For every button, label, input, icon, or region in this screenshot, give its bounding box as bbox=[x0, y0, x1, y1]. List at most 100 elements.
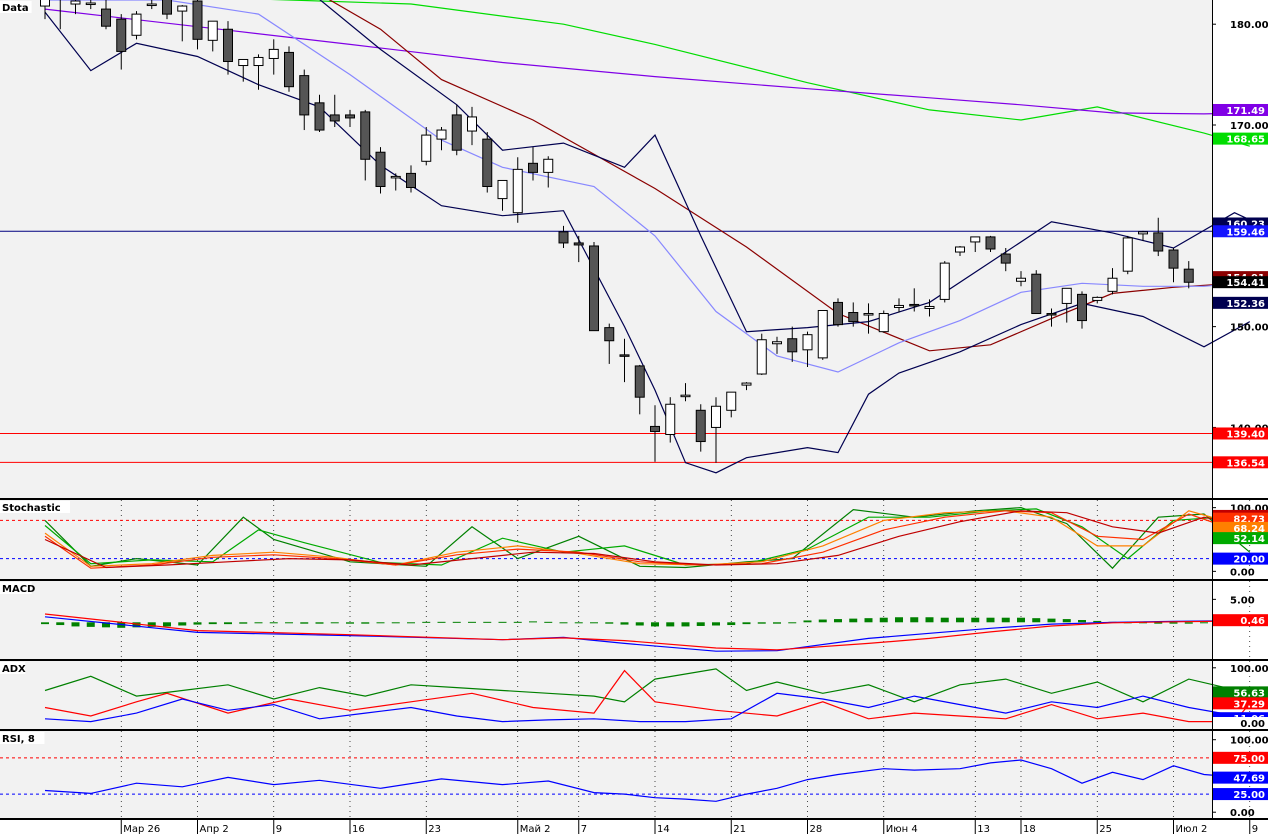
value-tag-label: 47.69 bbox=[1233, 774, 1265, 785]
macd-histogram-bar bbox=[498, 621, 507, 623]
macd-histogram-bar bbox=[742, 622, 751, 625]
candle-body-down bbox=[1077, 293, 1087, 322]
value-tag: 152.36 bbox=[1213, 296, 1268, 310]
candle-body-down bbox=[329, 114, 340, 122]
macd-histogram-bar bbox=[879, 617, 888, 623]
macd-histogram-bar bbox=[102, 622, 110, 628]
macd-histogram-bar bbox=[1184, 622, 1193, 624]
candle-body-down bbox=[589, 245, 599, 332]
value-tag: 159.46 bbox=[1213, 225, 1268, 238]
candle-body-down bbox=[787, 338, 798, 353]
candle-body-down bbox=[573, 242, 584, 246]
candle-body-up bbox=[40, 0, 50, 7]
macd-histogram-bar bbox=[940, 617, 949, 623]
d-smooth-line bbox=[44, 510, 1250, 569]
candle bbox=[360, 109, 371, 181]
candle-body-down bbox=[314, 102, 325, 131]
macd-histogram-bar bbox=[956, 617, 964, 623]
macd-histogram-bar bbox=[574, 622, 583, 624]
candle-body-down bbox=[192, 0, 203, 40]
x-tick-label: 18 bbox=[1023, 824, 1036, 834]
plot-area bbox=[0, 661, 1212, 729]
macd-histogram-bar bbox=[864, 618, 873, 623]
x-tick-label: 28 bbox=[810, 824, 823, 834]
x-tick-label: 7 bbox=[581, 824, 587, 834]
value-tag-box bbox=[1213, 717, 1268, 729]
candle bbox=[802, 331, 813, 367]
macd-histogram-bar bbox=[300, 622, 309, 624]
candle-body-up bbox=[131, 13, 142, 36]
panel-title-bg bbox=[0, 582, 32, 594]
macd-histogram-bar bbox=[818, 619, 827, 623]
value-tag: 0.00 bbox=[1213, 717, 1268, 730]
signal-line bbox=[44, 613, 1250, 651]
macd-histogram-bar bbox=[285, 622, 293, 624]
value-tag-box bbox=[1213, 532, 1268, 545]
candle bbox=[589, 241, 599, 332]
candle bbox=[878, 310, 889, 333]
candle bbox=[817, 309, 828, 360]
candle bbox=[482, 132, 493, 193]
candle bbox=[70, 0, 81, 15]
macd-histogram-bar bbox=[651, 622, 659, 627]
candle-body-up bbox=[726, 391, 737, 411]
candle-body-up bbox=[756, 339, 767, 375]
candle-body-up bbox=[878, 313, 889, 333]
value-tag-label: 0.46 bbox=[1240, 616, 1265, 627]
candle-body-up bbox=[772, 341, 782, 345]
candle-body-down bbox=[695, 409, 706, 443]
candle bbox=[1061, 287, 1072, 323]
macd-histogram-bar bbox=[193, 622, 202, 625]
x-tick-label: Апр 2 bbox=[200, 824, 229, 834]
candle-body-down bbox=[558, 231, 569, 244]
candle bbox=[695, 404, 706, 452]
candle-body-down bbox=[345, 114, 355, 119]
candle bbox=[1168, 247, 1179, 283]
candle bbox=[253, 54, 264, 90]
candle bbox=[1122, 235, 1133, 275]
candle-body-down bbox=[1153, 232, 1164, 252]
x-tick-label: 16 bbox=[352, 824, 365, 834]
macd-histogram-bar bbox=[208, 622, 217, 625]
candle-body-down bbox=[482, 138, 493, 187]
rsi-panel: 100.00 0.00 75.00 47.69 25.00 RSI, 8 bbox=[0, 731, 1268, 819]
candle-body-up bbox=[680, 394, 691, 398]
value-tag-box bbox=[1213, 771, 1268, 784]
candle bbox=[162, 0, 172, 20]
macd-histogram-bar bbox=[635, 622, 644, 626]
candle-body-down bbox=[451, 114, 462, 151]
candle-body-up bbox=[863, 313, 874, 316]
macd-histogram-bar bbox=[468, 621, 476, 623]
macd-histogram-bar bbox=[605, 622, 614, 624]
y-tick-label: 0.00 bbox=[1230, 567, 1255, 578]
x-tick-label: 9 bbox=[1252, 824, 1258, 834]
macd-histogram-bar bbox=[712, 622, 720, 626]
candle bbox=[558, 225, 569, 248]
candle bbox=[665, 397, 676, 443]
value-tag-label: 0.00 bbox=[1240, 719, 1265, 730]
macd-histogram-bar bbox=[513, 621, 522, 623]
candle-body-up bbox=[970, 236, 981, 243]
macd-panel: 5.00 0.46 MACD bbox=[0, 581, 1268, 659]
candle bbox=[772, 336, 782, 354]
candle bbox=[955, 245, 965, 257]
candle-body-up bbox=[268, 48, 279, 59]
candle-body-up bbox=[238, 58, 249, 67]
candle-body-down bbox=[162, 0, 172, 15]
value-tag: 52.14 bbox=[1213, 532, 1268, 545]
candle bbox=[1138, 230, 1148, 241]
value-tag: 75.00 bbox=[1213, 751, 1268, 765]
candle bbox=[85, 0, 96, 10]
candle bbox=[726, 391, 737, 418]
candle bbox=[985, 235, 996, 253]
value-tag: 47.69 bbox=[1213, 771, 1268, 785]
k-slow-line bbox=[44, 510, 1250, 567]
macd-histogram-bar bbox=[681, 622, 690, 627]
candle bbox=[1016, 271, 1026, 287]
candle-body-up bbox=[802, 334, 813, 351]
value-tag-label: 154.41 bbox=[1226, 278, 1265, 289]
value-tag-label: 171.49 bbox=[1226, 106, 1265, 117]
macd-histogram-bar bbox=[544, 621, 553, 623]
blue-ma-line bbox=[45, 0, 1250, 373]
